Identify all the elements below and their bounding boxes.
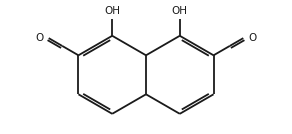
Text: O: O: [35, 33, 44, 43]
Text: O: O: [248, 33, 257, 43]
Text: OH: OH: [104, 5, 120, 16]
Text: OH: OH: [172, 5, 188, 16]
